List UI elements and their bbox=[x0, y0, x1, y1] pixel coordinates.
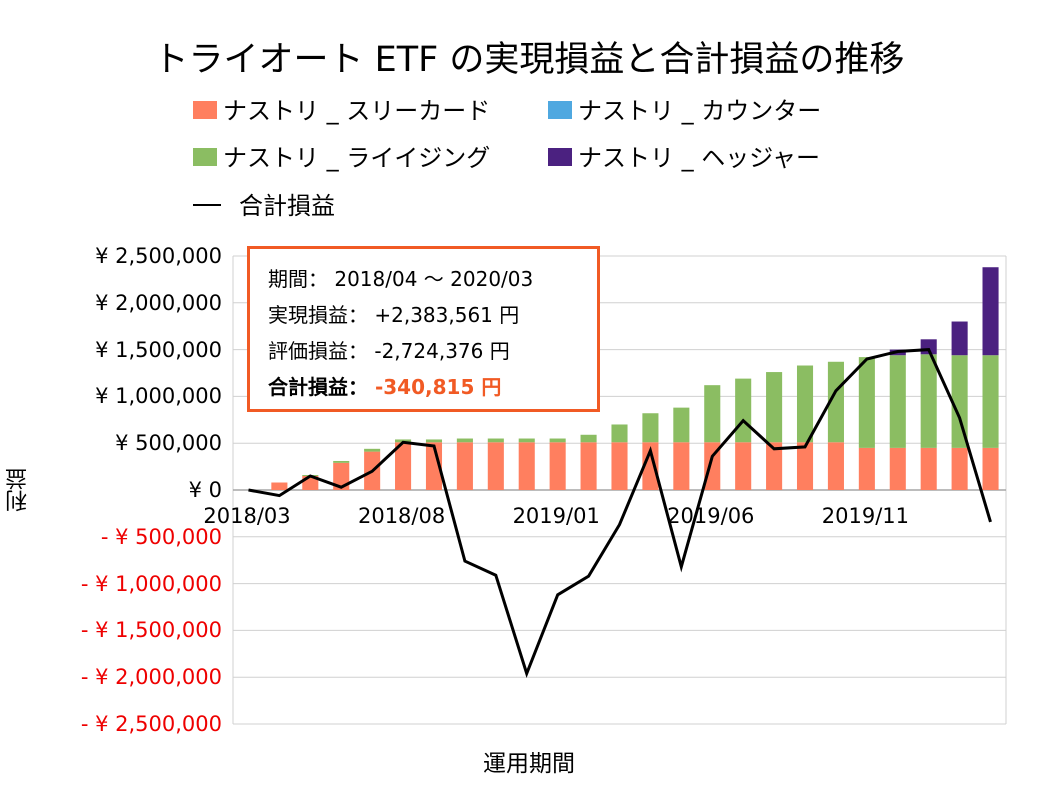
total-value: -340,815 円 bbox=[374, 375, 502, 399]
bar-s0-2018-11 bbox=[487, 442, 504, 490]
total-row: 合計損益： -340,815 円 bbox=[268, 369, 597, 405]
realized-label: 実現損益： bbox=[268, 303, 368, 327]
y-tick-label: ¥ 1,000,000 bbox=[95, 384, 222, 409]
x-axis-label: 運用期間 bbox=[483, 751, 575, 777]
realized-value: +2,383,561 円 bbox=[374, 303, 520, 327]
bar-s2-2018-07 bbox=[364, 448, 381, 452]
chart-title: トライオート ETF の実現損益と合計損益の推移 bbox=[153, 40, 905, 80]
bar-s2-2019-11 bbox=[858, 357, 875, 448]
y-tick-label: ¥ 2,500,000 bbox=[95, 244, 222, 268]
bar-s2-2019-03 bbox=[611, 424, 628, 443]
unrealized-label: 評価損益： bbox=[268, 339, 368, 363]
bar-s0-2018-06 bbox=[333, 462, 350, 490]
bar-s2-2020-03 bbox=[982, 355, 999, 448]
bar-s2-2019-08 bbox=[766, 372, 783, 443]
realized-row: 実現損益： +2,383,561 円 bbox=[268, 297, 597, 333]
bar-s2-2019-02 bbox=[580, 434, 597, 443]
bar-s2-2018-12 bbox=[518, 438, 535, 443]
bar-s2-2018-11 bbox=[487, 438, 504, 443]
period-label: 期間： bbox=[268, 267, 328, 291]
bar-s0-2019-02 bbox=[580, 442, 597, 490]
bar-s0-2019-06 bbox=[704, 442, 721, 490]
y-tick-label: - ¥ 2,500,000 bbox=[80, 712, 222, 736]
bar-s3-2020-03 bbox=[982, 267, 999, 356]
period-row: 期間： 2018/04 〜 2020/03 bbox=[268, 261, 597, 297]
x-tick-label: 2019/06 bbox=[667, 504, 755, 528]
legend-label-rising: ナストリ _ ライイジング bbox=[223, 144, 491, 172]
bar-s2-2018-06 bbox=[333, 460, 350, 463]
bar-s0-2019-12 bbox=[889, 447, 906, 490]
y-tick-label: - ¥ 1,500,000 bbox=[80, 618, 222, 643]
x-tick-label: 2019/01 bbox=[512, 504, 600, 528]
bar-s2-2019-12 bbox=[889, 355, 906, 448]
bar-s0-2019-11 bbox=[858, 447, 875, 490]
legend-item-total: 合計損益 bbox=[193, 192, 335, 220]
bar-s2-2019-01 bbox=[549, 438, 566, 443]
y-tick-label: - ¥ 500,000 bbox=[100, 524, 222, 549]
y-axis-label: 利益 bbox=[6, 468, 31, 512]
y-tick-label: ¥ 500,000 bbox=[115, 431, 222, 456]
legend-label-counter: ナストリ _ カウンター bbox=[578, 97, 822, 125]
legend-swatch-hedger bbox=[548, 148, 572, 166]
legend-item-rising: ナストリ _ ライイジング bbox=[193, 144, 490, 172]
bar-s2-2019-04 bbox=[642, 413, 659, 443]
total-label: 合計損益： bbox=[268, 375, 368, 399]
unrealized-value: -2,724,376 円 bbox=[374, 339, 510, 363]
bar-s0-2018-08 bbox=[395, 442, 412, 490]
legend-swatch-rising bbox=[193, 148, 217, 166]
legend-label-threecard: ナストリ _ スリーカード bbox=[223, 97, 491, 125]
y-tick-label: - ¥ 2,000,000 bbox=[80, 665, 222, 690]
bar-s0-2019-07 bbox=[735, 442, 752, 490]
bar-s2-2019-05 bbox=[673, 407, 690, 443]
legend-swatch-threecard bbox=[193, 101, 217, 119]
legend-item-threecard: ナストリ _ スリーカード bbox=[193, 97, 490, 125]
legend-line-swatch bbox=[193, 204, 221, 206]
bar-s2-2019-09 bbox=[796, 365, 814, 443]
bar-s2-2019-06 bbox=[704, 385, 721, 443]
bar-s0-2018-04 bbox=[271, 482, 288, 490]
total-profit-line bbox=[248, 348, 992, 678]
x-tick-label: 2018/08 bbox=[357, 504, 446, 528]
bar-s0-2019-05 bbox=[673, 442, 690, 490]
legend-label-total: 合計損益 bbox=[239, 192, 335, 220]
summary-box: 期間： 2018/04 〜 2020/03 実現損益： +2,383,561 円… bbox=[247, 246, 600, 412]
legend-item-hedger: ナストリ _ ヘッジャー bbox=[548, 144, 820, 172]
unrealized-row: 評価損益： -2,724,376 円 bbox=[268, 333, 597, 369]
bar-s0-2020-03 bbox=[982, 447, 999, 490]
bar-s0-2019-10 bbox=[827, 442, 844, 490]
bar-s0-2019-09 bbox=[796, 442, 814, 490]
legend-swatch-counter bbox=[548, 101, 572, 119]
y-tick-label: - ¥ 1,000,000 bbox=[80, 571, 222, 596]
bar-s2-2019-07 bbox=[735, 378, 752, 443]
bar-s0-2018-10 bbox=[456, 442, 473, 490]
y-tick-label: ¥ 2,000,000 bbox=[95, 290, 222, 315]
legend-label-hedger: ナストリ _ ヘッジャー bbox=[578, 144, 821, 172]
bar-s2-2018-09 bbox=[425, 439, 443, 443]
bar-s2-2019-10 bbox=[827, 361, 844, 443]
bar-s0-2019-08 bbox=[766, 442, 783, 490]
bar-s0-2019-01 bbox=[549, 442, 566, 490]
bar-s0-2018-09 bbox=[425, 442, 443, 490]
legend-item-counter: ナストリ _ カウンター bbox=[548, 97, 821, 125]
y-tick-label: ¥ 1,500,000 bbox=[95, 337, 222, 362]
bar-s0-2019-04 bbox=[642, 442, 659, 490]
bar-s2-2020-01 bbox=[920, 354, 937, 448]
x-tick-label: 2019/11 bbox=[821, 504, 910, 528]
bar-s0-2019-03 bbox=[611, 442, 628, 490]
bar-s2-2018-10 bbox=[456, 438, 473, 443]
bar-s0-2020-02 bbox=[951, 447, 968, 490]
bar-s0-2018-12 bbox=[518, 442, 535, 490]
bar-s0-2020-01 bbox=[920, 447, 937, 490]
x-tick-label: 2018/03 bbox=[203, 504, 291, 528]
y-tick-label: ¥ 0 bbox=[188, 478, 222, 502]
period-value: 2018/04 〜 2020/03 bbox=[334, 267, 534, 291]
bar-s2-2020-02 bbox=[951, 355, 968, 448]
bar-s3-2020-02 bbox=[951, 321, 968, 356]
